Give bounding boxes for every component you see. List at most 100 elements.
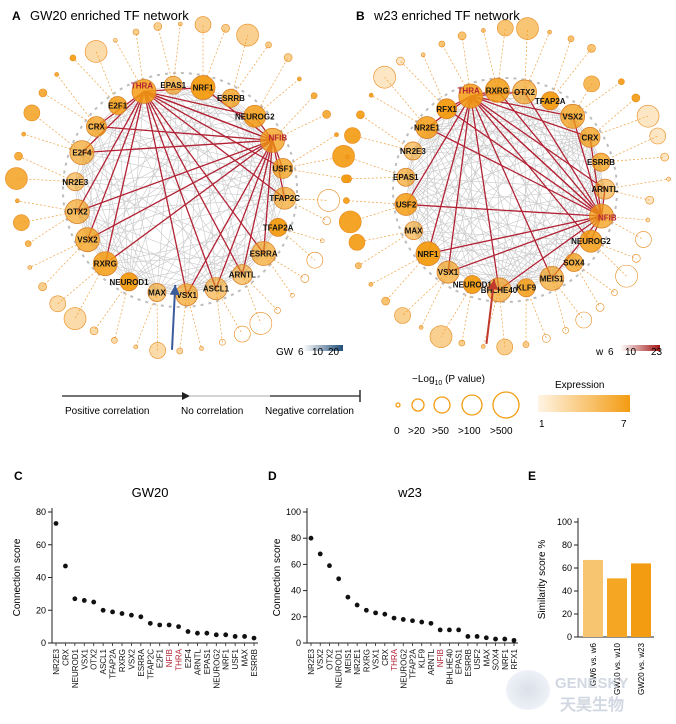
red-edge [186, 140, 274, 296]
satellite-node [420, 52, 426, 58]
gray-edge [77, 211, 130, 282]
node-label: MAX [405, 227, 423, 236]
satellite-node [23, 104, 41, 122]
red-edge [406, 203, 602, 217]
satellite-node [300, 274, 310, 283]
tf-node [243, 104, 267, 128]
satellite-node [562, 327, 570, 334]
gray-edge [413, 230, 574, 263]
data-point [391, 615, 397, 621]
expression-min: 1 [539, 419, 545, 430]
tf-node [436, 260, 460, 284]
node-label: USF2 [396, 200, 417, 209]
satellite-node [618, 78, 625, 85]
y-tick-label: 80 [291, 533, 301, 543]
gray-edge [446, 108, 591, 138]
x-tick-label: VSX2 [316, 648, 325, 669]
satellite-node [297, 76, 302, 82]
gw-scale-tick: 10 [312, 347, 324, 358]
tf-node [436, 98, 458, 120]
y-tick-label: 20 [36, 605, 46, 615]
x-tick-label: ARNTL [193, 648, 202, 675]
x-tick-label: TFAP2C [146, 649, 155, 679]
data-point [400, 617, 406, 622]
bar [583, 559, 603, 637]
x-tick-label: NR2E3 [307, 648, 316, 674]
legend-positive: Positive correlation [65, 406, 149, 417]
x-tick-label: GW20 vs. w23 [637, 642, 646, 695]
gray-edge [447, 100, 551, 273]
red-edge [241, 140, 274, 275]
satellite-node [13, 214, 30, 231]
data-point [447, 627, 452, 633]
y-tick-label: 80 [36, 507, 46, 517]
gray-edge [117, 105, 273, 141]
satellite-node [595, 302, 605, 312]
red-edge [104, 139, 273, 265]
data-point [345, 594, 351, 600]
red-edge [470, 95, 606, 190]
x-tick-label: CRX [61, 648, 70, 666]
red-edge [470, 95, 553, 279]
red-edge [470, 95, 591, 138]
pvalue-tick: >100 [458, 426, 481, 437]
gray-edge [87, 126, 97, 240]
gray-edge [81, 152, 283, 169]
node-label: E2F4 [72, 149, 92, 158]
satellite-node [310, 92, 318, 99]
red-edge [76, 91, 145, 212]
gray-edge [129, 281, 217, 289]
gray-edge [81, 152, 217, 289]
gray-edge [497, 90, 606, 190]
gray-edge [551, 162, 602, 279]
x-tick-label: TFAP2A [109, 648, 118, 678]
satellite-node [249, 312, 273, 335]
gray-edge [263, 168, 284, 254]
x-tick-label: NEUROG2 [212, 648, 221, 688]
red-edge [104, 91, 145, 264]
satellite-node [322, 110, 331, 119]
tf-node [268, 217, 288, 237]
panel-a: A GW20 enriched TF network THRA EPAS1 NRF1… [5, 8, 355, 359]
node-label: VSX1 [177, 291, 198, 300]
satellite-node [645, 217, 651, 223]
gray-edge [105, 253, 264, 265]
data-point [81, 598, 87, 603]
gray-edge [427, 253, 552, 279]
data-point [63, 563, 68, 569]
satellite-node [54, 72, 59, 77]
pvalue-tick: >50 [432, 426, 449, 437]
satellite-node [356, 110, 365, 120]
red-edge [143, 90, 286, 199]
gray-edge [551, 116, 573, 279]
satellite-node [283, 53, 293, 62]
data-point [502, 636, 508, 642]
data-point [317, 551, 323, 557]
satellite-edge [352, 135, 414, 152]
watermark-text: GENESKY [555, 675, 628, 692]
satellite-edge [356, 230, 414, 243]
satellite-node [396, 56, 405, 66]
tf-node [108, 96, 128, 115]
x-tick-label: NEUROD1 [71, 648, 80, 688]
panel-label-e: E [528, 469, 536, 483]
x-tick-label: MAX [241, 648, 250, 666]
satellite-node [631, 254, 641, 263]
panel-label-a: A [12, 9, 21, 23]
gray-edge [230, 98, 283, 169]
satellite-node [418, 325, 424, 330]
data-point [72, 596, 78, 602]
gray-edge [128, 85, 174, 282]
ring [392, 77, 618, 303]
node-label: RXRG [486, 86, 509, 95]
data-point [373, 610, 378, 616]
data-point [213, 632, 219, 638]
x-tick-label: GW10 vs. w10 [613, 642, 622, 695]
data-point [119, 611, 125, 616]
node-label: NEUROD1 [109, 278, 149, 287]
satellite-edge [600, 135, 658, 163]
tf-node [594, 178, 616, 200]
tf-node [591, 152, 611, 172]
